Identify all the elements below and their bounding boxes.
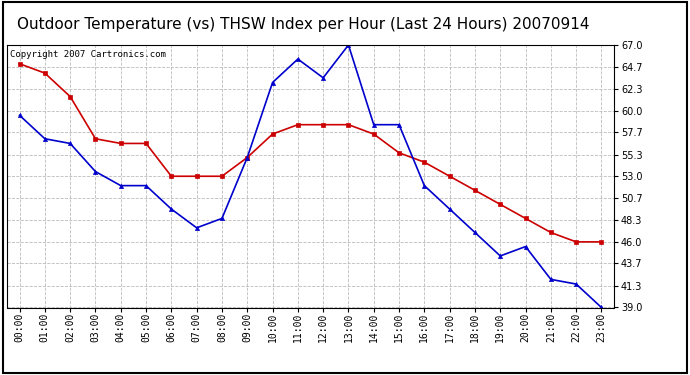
Text: Copyright 2007 Cartronics.com: Copyright 2007 Cartronics.com: [10, 50, 166, 59]
Text: Outdoor Temperature (vs) THSW Index per Hour (Last 24 Hours) 20070914: Outdoor Temperature (vs) THSW Index per …: [17, 17, 590, 32]
